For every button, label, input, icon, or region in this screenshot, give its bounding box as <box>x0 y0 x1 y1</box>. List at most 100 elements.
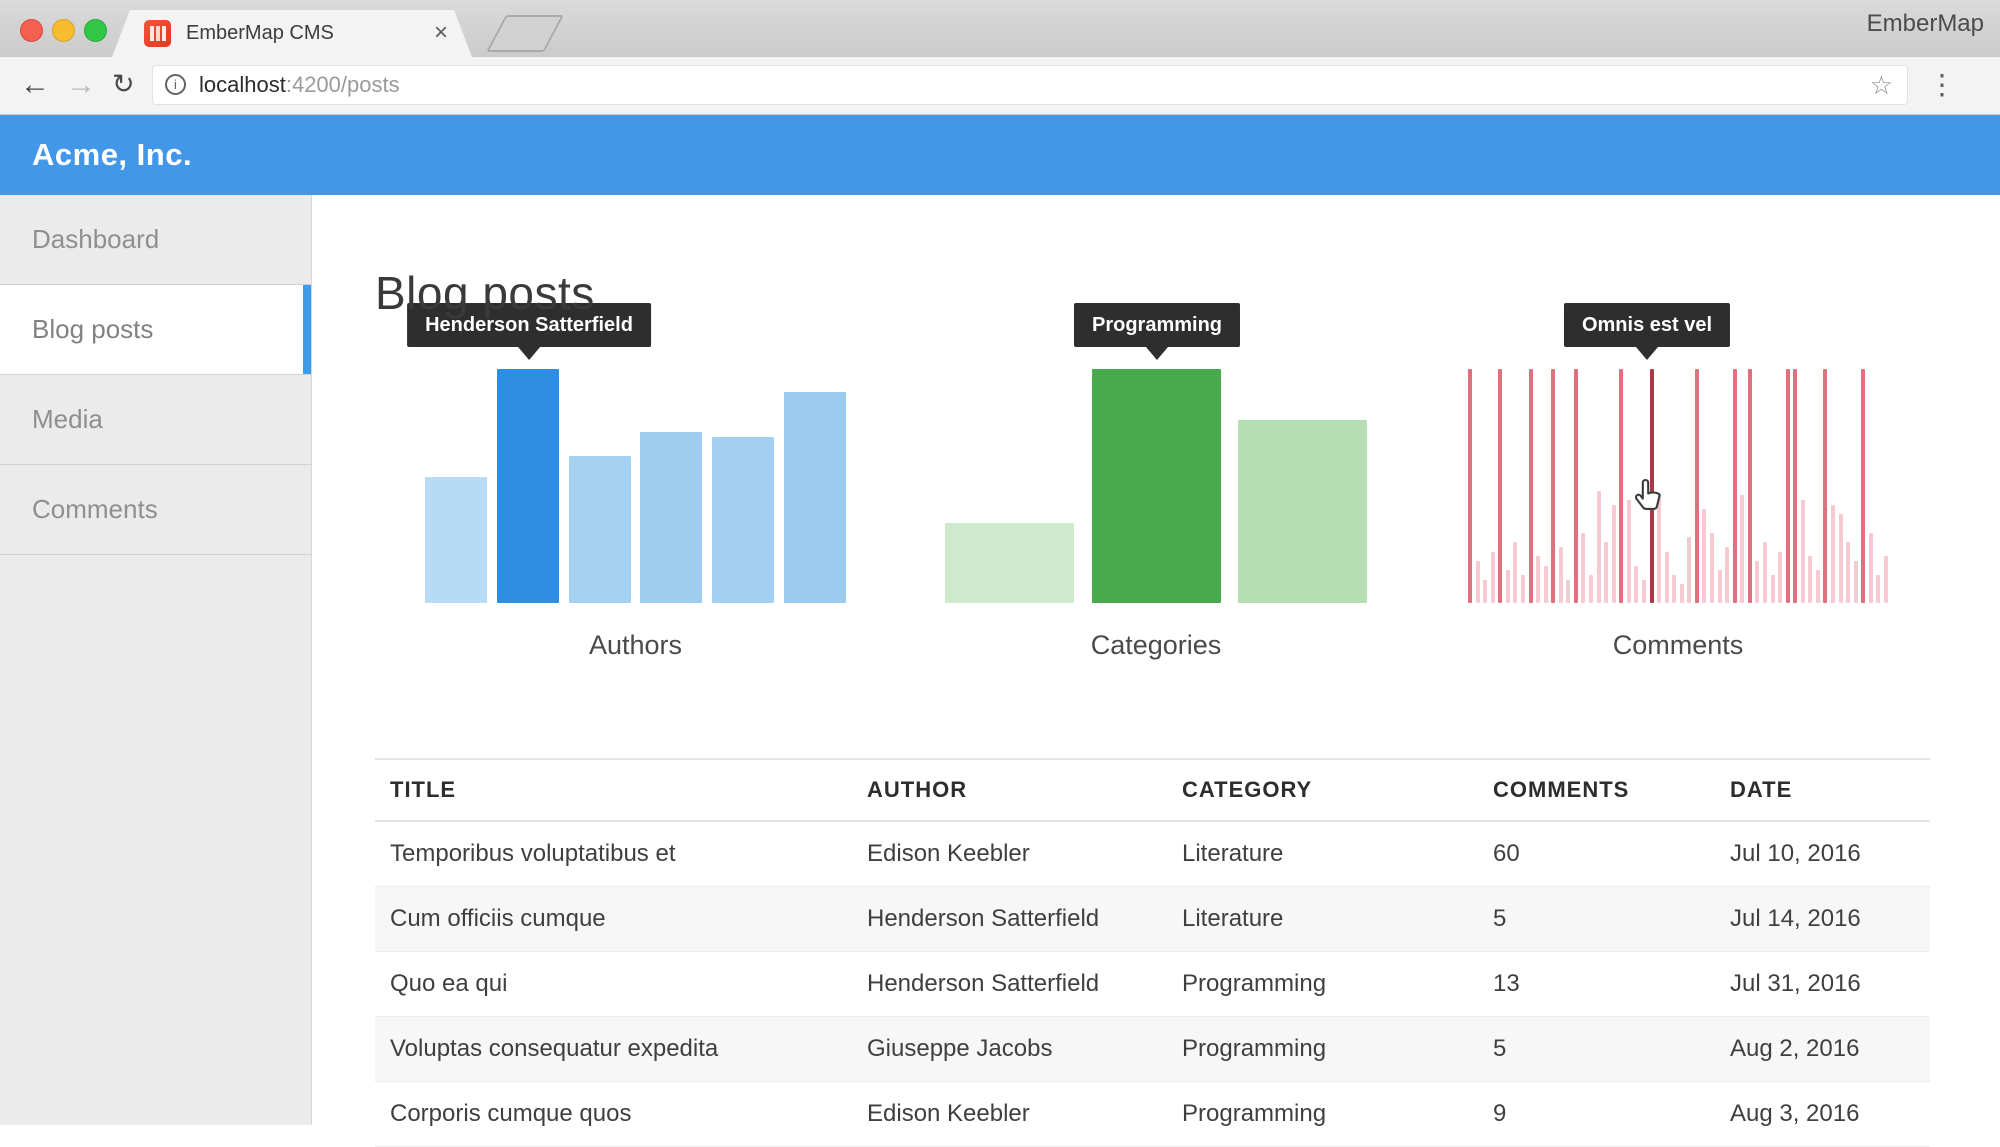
table-cell: Henderson Satterfield <box>867 970 1100 997</box>
browser-menu-icon[interactable]: ⋮ <box>1928 69 1956 100</box>
bar[interactable] <box>1664 552 1669 603</box>
bar[interactable] <box>1725 547 1730 603</box>
bar[interactable] <box>1732 369 1737 603</box>
bar[interactable] <box>1868 533 1873 603</box>
table-cell: Temporibus voluptatibus et <box>390 840 676 867</box>
bar[interactable] <box>1800 500 1805 603</box>
bar[interactable] <box>1573 369 1578 603</box>
bar[interactable] <box>1581 533 1586 603</box>
sidebar-item-media[interactable]: Media <box>0 375 311 465</box>
fullscreen-window-button[interactable] <box>84 19 107 42</box>
table-row[interactable]: Quo ea qui Henderson Satterfield Programmi… <box>375 952 1930 1017</box>
bar[interactable] <box>1883 556 1888 603</box>
bar[interactable] <box>496 369 559 603</box>
bar[interactable] <box>1808 556 1813 603</box>
sidebar-item-label: Media <box>32 404 103 434</box>
bar[interactable] <box>1702 509 1707 603</box>
bar[interactable] <box>1596 491 1601 603</box>
bar[interactable] <box>1634 566 1639 603</box>
bar[interactable] <box>1475 561 1480 603</box>
bar[interactable] <box>1740 495 1745 603</box>
close-window-button[interactable] <box>20 19 43 42</box>
address-bar[interactable]: i localhost:4200/posts ☆ <box>152 65 1908 105</box>
bar[interactable] <box>1778 552 1783 603</box>
bar[interactable] <box>1785 369 1790 603</box>
bookmark-star-icon[interactable]: ☆ <box>1869 70 1893 100</box>
table-row[interactable]: Cum officiis cumque Henderson Satterfield… <box>375 887 1930 952</box>
table-cell: Aug 3, 2016 <box>1730 1100 1860 1127</box>
table-row[interactable]: Voluptas consequatur expedita Giuseppe Ja… <box>375 1017 1930 1082</box>
bar[interactable] <box>1861 369 1866 603</box>
minimize-window-button[interactable] <box>52 19 75 42</box>
bar[interactable] <box>1679 584 1684 603</box>
bar[interactable] <box>1505 570 1510 603</box>
bar[interactable] <box>1876 575 1881 603</box>
bar[interactable] <box>1483 580 1488 603</box>
categories-bar-chart[interactable] <box>945 369 1367 603</box>
table-row[interactable]: Corporis cumque quos Edison Keebler Progra… <box>375 1082 1930 1147</box>
bar[interactable] <box>1823 369 1828 603</box>
bar[interactable] <box>712 437 775 603</box>
posts-table: TITLE AUTHOR CATEGORY COMMENTS DATE Temp… <box>375 758 1930 1147</box>
categories-tooltip: Programming <box>1073 303 1241 347</box>
bar[interactable] <box>640 432 703 603</box>
bar[interactable] <box>1710 533 1714 603</box>
bar[interactable] <box>1755 561 1760 603</box>
table-cell: 9 <box>1493 1100 1507 1127</box>
bar[interactable] <box>1838 514 1843 603</box>
bar[interactable] <box>1619 369 1624 603</box>
bar[interactable] <box>1815 570 1820 603</box>
page-info-icon[interactable]: i <box>165 74 186 95</box>
bar[interactable] <box>1762 542 1767 603</box>
bar[interactable] <box>1589 575 1593 603</box>
authors-bar-chart[interactable] <box>425 369 846 603</box>
tab-close-icon[interactable]: × <box>433 19 448 46</box>
bar[interactable] <box>1846 542 1851 603</box>
bar[interactable] <box>1626 500 1631 603</box>
bar[interactable] <box>1498 369 1503 603</box>
bar[interactable] <box>1490 552 1495 603</box>
bar[interactable] <box>1793 369 1798 603</box>
bar[interactable] <box>1528 369 1533 603</box>
bar[interactable] <box>1831 505 1835 603</box>
sidebar-item-blog-posts[interactable]: Blog posts <box>0 285 311 375</box>
bar[interactable] <box>1520 575 1525 603</box>
bar[interactable] <box>1611 505 1616 603</box>
bar[interactable] <box>1687 537 1692 603</box>
bar[interactable] <box>1468 369 1472 603</box>
column-header-date: DATE <box>1730 777 1793 802</box>
sidebar-item-comments[interactable]: Comments <box>0 465 311 555</box>
bar[interactable] <box>1091 369 1221 603</box>
bar[interactable] <box>1747 369 1752 603</box>
bar[interactable] <box>1657 495 1662 603</box>
column-header-author: AUTHOR <box>867 777 968 802</box>
bar[interactable] <box>425 477 487 603</box>
bar[interactable] <box>1513 542 1518 603</box>
bar[interactable] <box>1694 369 1699 603</box>
bar[interactable] <box>568 456 631 603</box>
browser-toolbar: ← → ↻ i localhost:4200/posts ☆ ⋮ <box>0 57 2000 115</box>
sidebar-item-dashboard[interactable]: Dashboard <box>0 195 311 285</box>
bar[interactable] <box>1770 575 1775 603</box>
bar[interactable] <box>1558 547 1563 603</box>
bar[interactable] <box>1641 580 1646 603</box>
bar[interactable] <box>1717 570 1722 603</box>
bar[interactable] <box>1853 561 1858 603</box>
back-button[interactable]: ← <box>20 68 50 101</box>
table-row[interactable]: Temporibus voluptatibus et Edison Keebler… <box>375 822 1930 887</box>
bar[interactable] <box>945 523 1074 603</box>
browser-tab[interactable]: EmberMap CMS × <box>112 10 472 57</box>
comments-bar-chart[interactable] <box>1468 369 1888 603</box>
bar[interactable] <box>1672 575 1677 603</box>
new-tab-button[interactable] <box>486 15 564 52</box>
bar[interactable] <box>1566 580 1571 603</box>
refresh-button[interactable]: ↻ <box>112 69 135 99</box>
bar[interactable] <box>1649 369 1654 603</box>
bar[interactable] <box>1238 420 1367 603</box>
bar[interactable] <box>1604 542 1609 603</box>
forward-button[interactable]: → <box>66 68 96 101</box>
bar[interactable] <box>1543 566 1548 603</box>
bar[interactable] <box>783 392 846 603</box>
bar[interactable] <box>1536 556 1541 603</box>
bar[interactable] <box>1551 369 1556 603</box>
